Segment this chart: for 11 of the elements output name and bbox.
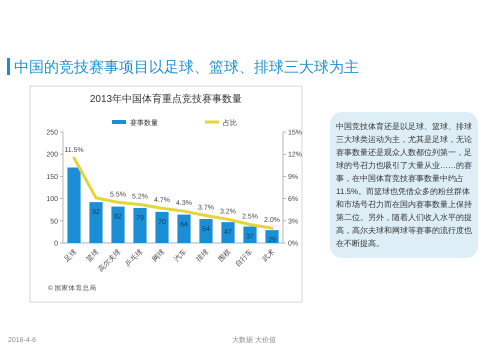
text: 中国竞技体育还是以足球、篮球、排球三大球类运动为主，尤其是足球，无论赛事数量还是观众人数都位列第一，足球的号召力也吸引了大量从业……的赛事，在中国体育竞技赛事数量中约占11.5%。而篮球也凭借众多的粉丝群体和市场号召力而在国内赛事数量上保持第二位。另外，随着人们收入水平的提高，高尔夫球和网球等赛事的流行度也在不断提高。 <box>336 122 472 248</box>
bar <box>221 222 235 243</box>
bar <box>89 202 103 243</box>
bar <box>155 212 169 243</box>
chart-subtitle: 2013年中国体育重点竞技赛事数量 <box>90 93 242 105</box>
bar <box>133 208 147 243</box>
bar <box>199 219 213 243</box>
bar <box>67 168 81 243</box>
bar <box>177 214 191 243</box>
bar <box>111 206 125 243</box>
chart-title: 中国的竞技赛事项目以足球、篮球、排球三大球为主 <box>14 59 359 76</box>
